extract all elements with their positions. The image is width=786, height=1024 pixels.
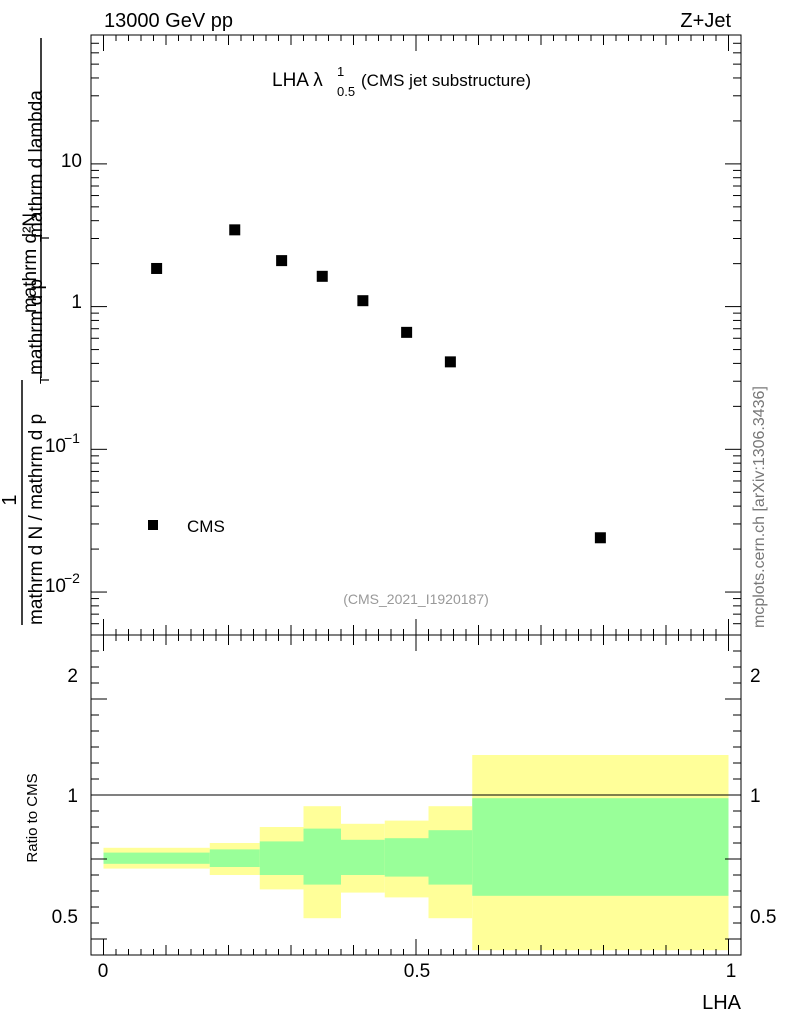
data-markers xyxy=(151,224,606,544)
x-tick-label-0: 0 xyxy=(98,961,109,982)
x-tick-label-0p5: 0.5 xyxy=(404,961,430,982)
data-point-4 xyxy=(357,295,369,307)
ratio-bands xyxy=(103,755,729,951)
plot-title-sub: 0.5 xyxy=(337,84,355,99)
y-tick-label-0p1-exp: −1 xyxy=(64,430,80,446)
y-label-denominator: mathrm d N / mathrm d p xyxy=(26,414,47,625)
plot-title-suffix: (CMS jet substructure) xyxy=(361,71,531,90)
data-point-2 xyxy=(276,255,288,267)
y-tick-label-10: 10 xyxy=(61,151,82,172)
y-label-denominator-sub: T xyxy=(37,376,52,384)
ratio-ytick-right-0p5: 0.5 xyxy=(750,907,776,928)
y-label-numerator-one: 1 xyxy=(0,494,21,505)
main-plot-frame xyxy=(90,34,742,636)
ratio-inner-band-bin-1 xyxy=(209,849,260,867)
data-point-5 xyxy=(401,326,413,338)
ratio-ytick-right-2: 2 xyxy=(750,666,761,687)
y-label-fraction-denominator-text: mathrm d p xyxy=(26,279,47,375)
y-label-fraction-denominator-sub: T xyxy=(37,234,52,242)
ratio-ytick-right-1: 1 xyxy=(750,786,761,807)
analysis-watermark: (CMS_2021_I1920187) xyxy=(343,591,489,607)
data-point-0 xyxy=(151,262,163,274)
y-label-denominator-text: mathrm d N / mathrm d p xyxy=(26,414,47,625)
ratio-inner-band-bin-6 xyxy=(428,830,473,885)
ratio-ytick-left-0p5: 0.5 xyxy=(52,907,78,928)
plot-title: LHA λ xyxy=(272,70,323,91)
ratio-ytick-left-2: 2 xyxy=(67,666,78,687)
data-point-6 xyxy=(444,356,456,368)
ratio-inner-band-bin-3 xyxy=(303,828,341,885)
y-tick-label-0p01: 10 xyxy=(45,576,66,597)
ratio-inner-band-bin-4 xyxy=(341,839,385,875)
main-y-axis-label: 1 mathrm d N / mathrm d p T mathrm d²N m… xyxy=(0,38,52,625)
header-right-text: Z+Jet xyxy=(680,10,731,32)
legend-label-cms: CMS xyxy=(187,517,225,536)
y-tick-label-0p1-base: 10 xyxy=(45,436,66,457)
ratio-ytick-left-1: 1 xyxy=(67,786,78,807)
data-point-7 xyxy=(594,532,606,544)
y-label-fraction-denominator-tail: mathrm d lambda xyxy=(26,90,47,238)
y-tick-label-0p01-exp: −2 xyxy=(64,570,80,586)
x-tick-label-1: 1 xyxy=(726,961,737,982)
y-tick-label-0p01-base: 10 xyxy=(45,576,66,597)
ratio-axis-ticks xyxy=(91,635,741,955)
ratio-inner-band-bin-0 xyxy=(103,852,210,864)
data-point-3 xyxy=(316,270,328,282)
y-tick-label-1: 1 xyxy=(71,292,82,313)
ratio-inner-band-bin-7 xyxy=(472,798,729,896)
data-point-1 xyxy=(229,224,241,236)
ratio-inner-band-bin-5 xyxy=(384,838,429,877)
plot-title-main: LHA λ xyxy=(272,70,323,91)
side-credit: mcplots.cern.ch [arXiv:1306.3436] xyxy=(751,386,768,628)
main-axis-ticks xyxy=(91,34,741,636)
ratio-y-axis-label: Ratio to CMS xyxy=(24,773,41,862)
legend-marker-cms xyxy=(148,520,158,530)
x-axis-label: LHA xyxy=(702,992,742,1014)
y-label-fraction-numerator: mathrm d²N xyxy=(20,213,41,313)
plot-title-sup: 1 xyxy=(337,64,344,79)
ratio-inner-band-bin-2 xyxy=(259,841,304,875)
y-label-fraction-denominator: mathrm d p xyxy=(26,279,47,375)
header-left-text: 13000 GeV pp xyxy=(104,10,233,32)
y-tick-label-0p1: 10 xyxy=(45,436,66,457)
